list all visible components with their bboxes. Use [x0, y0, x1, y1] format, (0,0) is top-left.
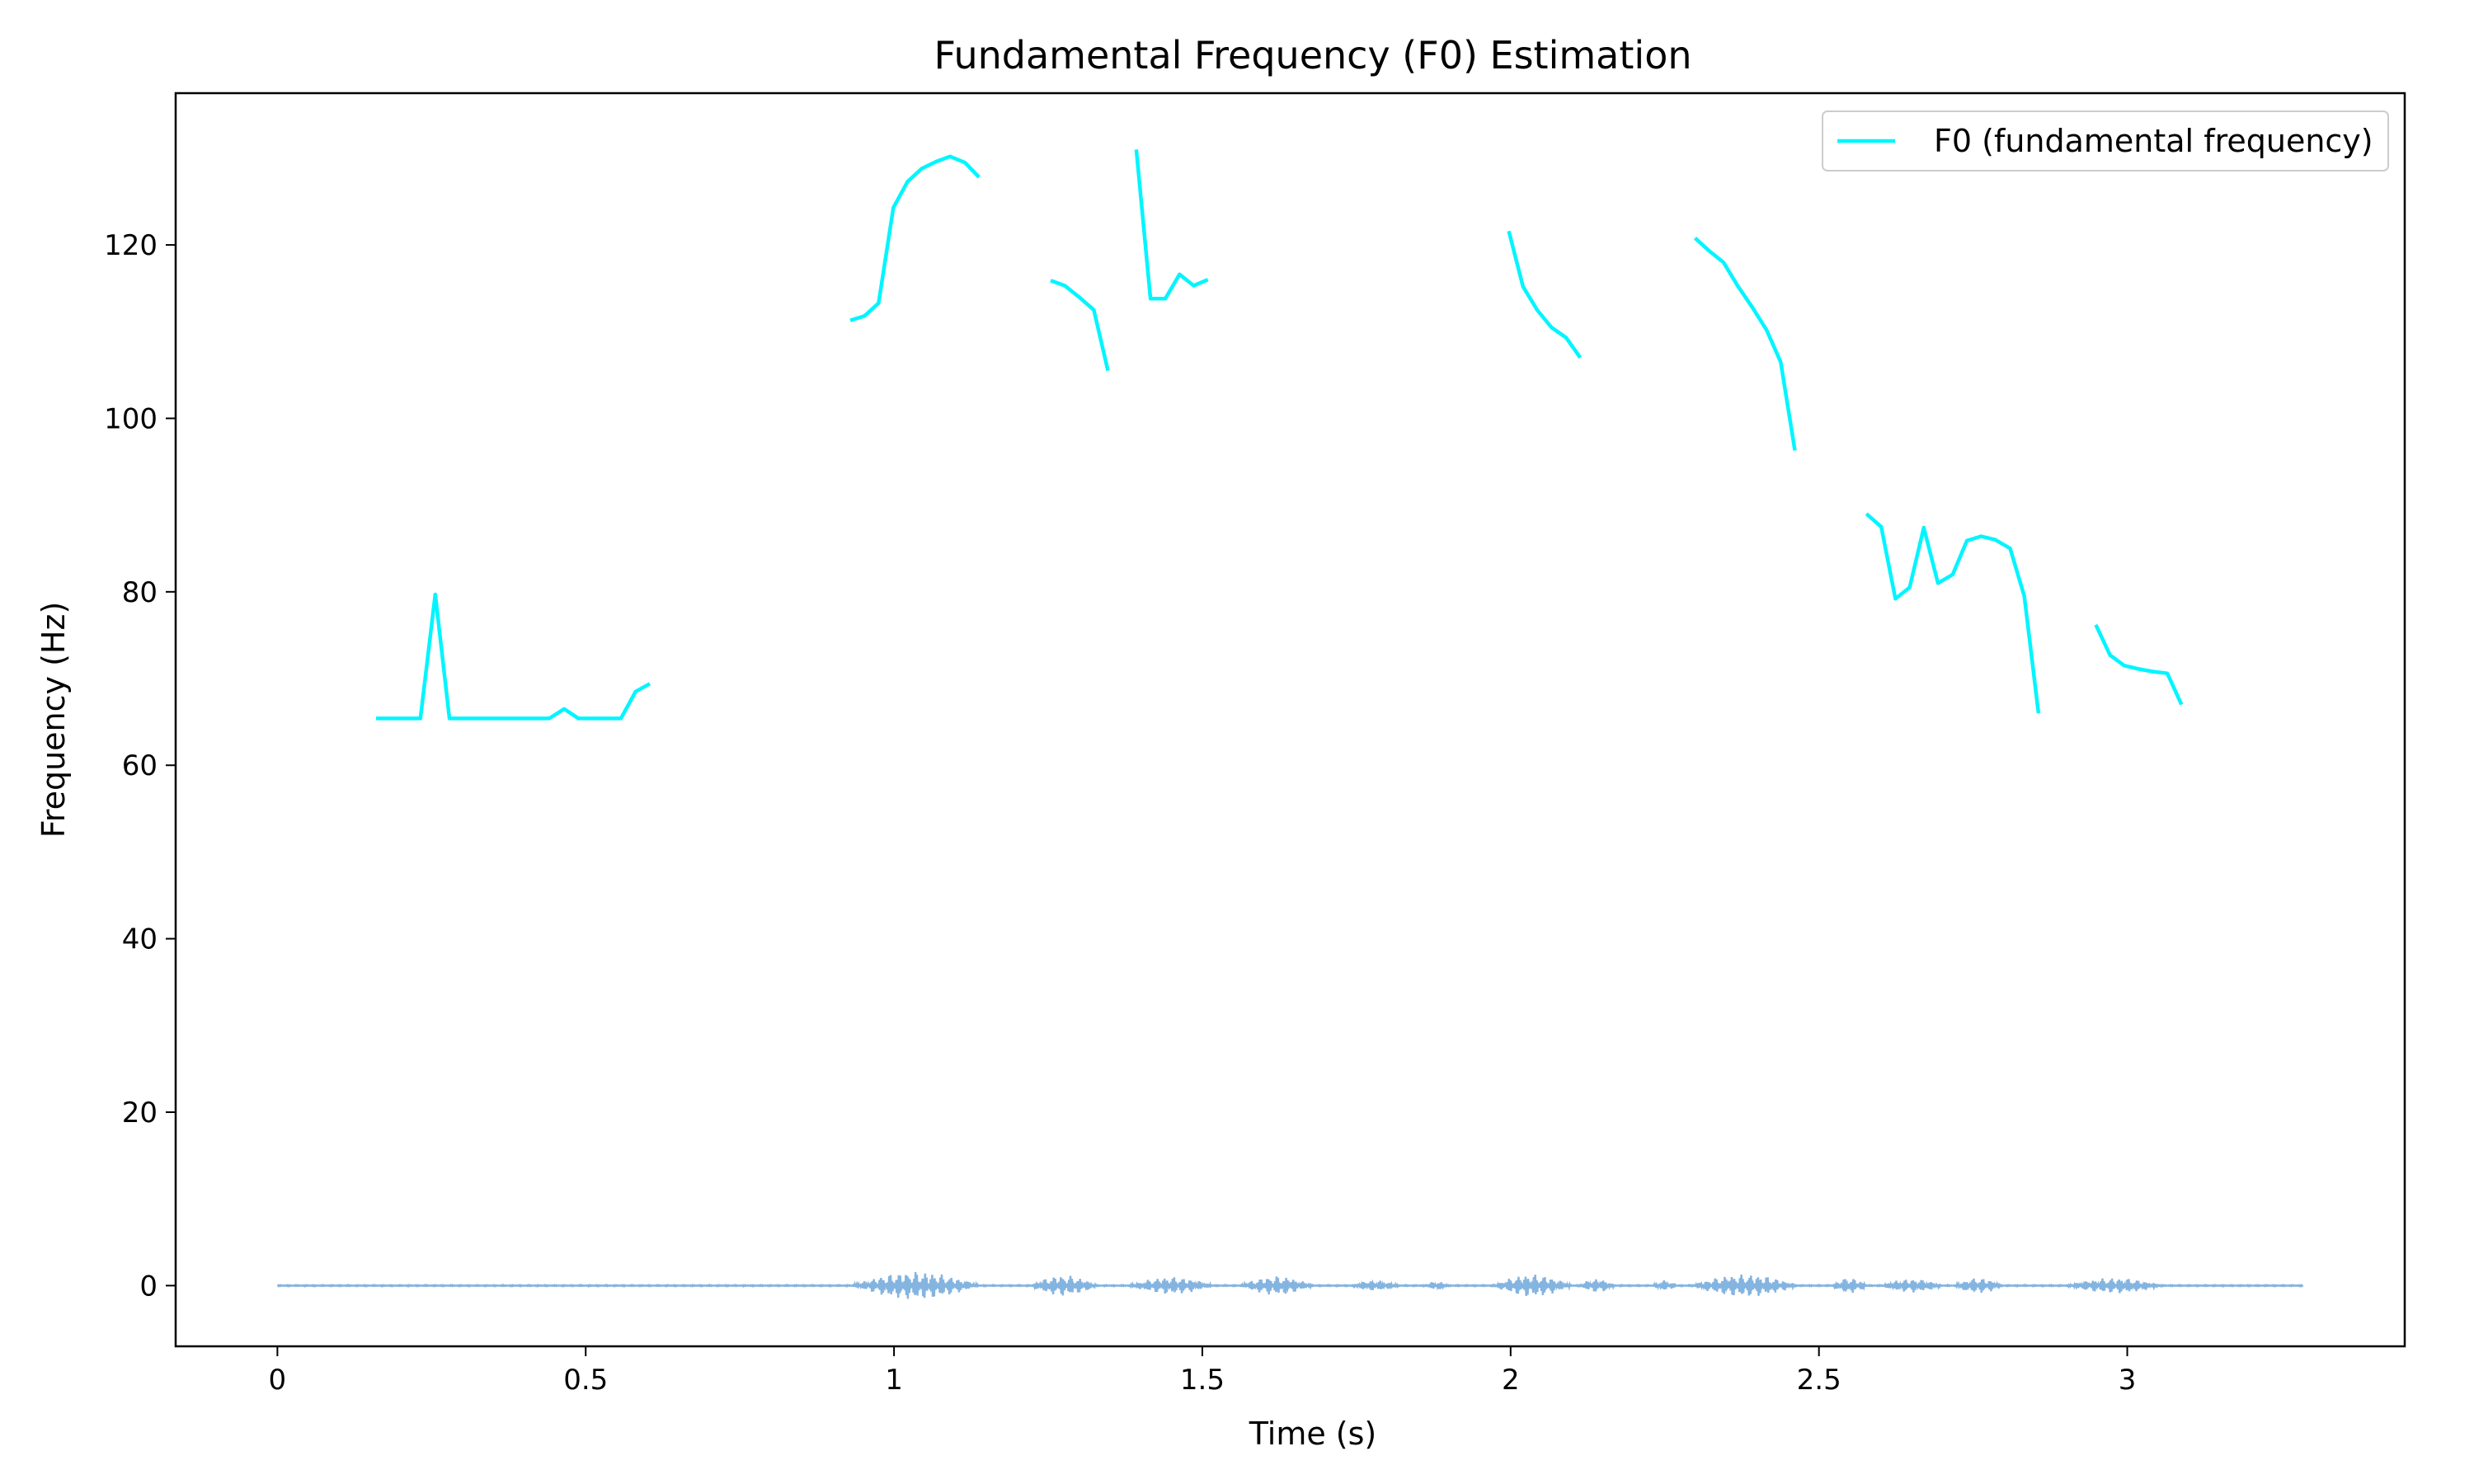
x-axis-label: Time (s) [1249, 1416, 1377, 1452]
waveform-series [276, 1271, 2304, 1299]
x-tick-label: 3 [2119, 1364, 2137, 1397]
y-tick-label: 60 [122, 749, 158, 782]
x-tick-label: 0 [269, 1364, 287, 1397]
x-tick-label: 1.5 [1180, 1364, 1225, 1397]
legend-entry-f0: F0 (fundamental frequency) [1934, 123, 2373, 159]
legend-box [1822, 110, 2389, 171]
f0-segment [1507, 230, 1583, 359]
y-tick-label: 0 [139, 1270, 158, 1303]
f0-segment [2094, 623, 2184, 706]
y-tick-label: 120 [104, 229, 158, 262]
y-tick-label: 80 [122, 576, 158, 609]
f0-segment [1865, 512, 2041, 714]
f0-segment [849, 154, 981, 322]
y-tick-label: 40 [122, 923, 158, 956]
x-axis: 0 0.5 1 1.5 2 2.5 3 [269, 1346, 2137, 1397]
y-tick-label: 100 [104, 402, 158, 435]
y-axis: 0 20 40 60 80 100 120 [104, 229, 176, 1303]
y-tick-label: 20 [122, 1097, 158, 1129]
f0-segment [1050, 279, 1110, 372]
chart-title: Fundamental Frequency (F0) Estimation [934, 33, 1692, 77]
x-tick-label: 1 [885, 1364, 903, 1397]
f0-series [376, 149, 2184, 721]
y-axis-label: Frequency (Hz) [35, 602, 72, 838]
x-tick-label: 0.5 [563, 1364, 608, 1397]
f0-segment [1134, 149, 1209, 301]
f0-segment [1693, 237, 1797, 451]
plot-frame [174, 92, 2406, 1348]
waveform-line [276, 1271, 2304, 1299]
legend: F0 (fundamental frequency) [1822, 110, 2389, 171]
x-tick-label: 2.5 [1797, 1364, 1841, 1397]
f0-segment [376, 592, 651, 721]
x-tick-label: 2 [1502, 1364, 1520, 1397]
